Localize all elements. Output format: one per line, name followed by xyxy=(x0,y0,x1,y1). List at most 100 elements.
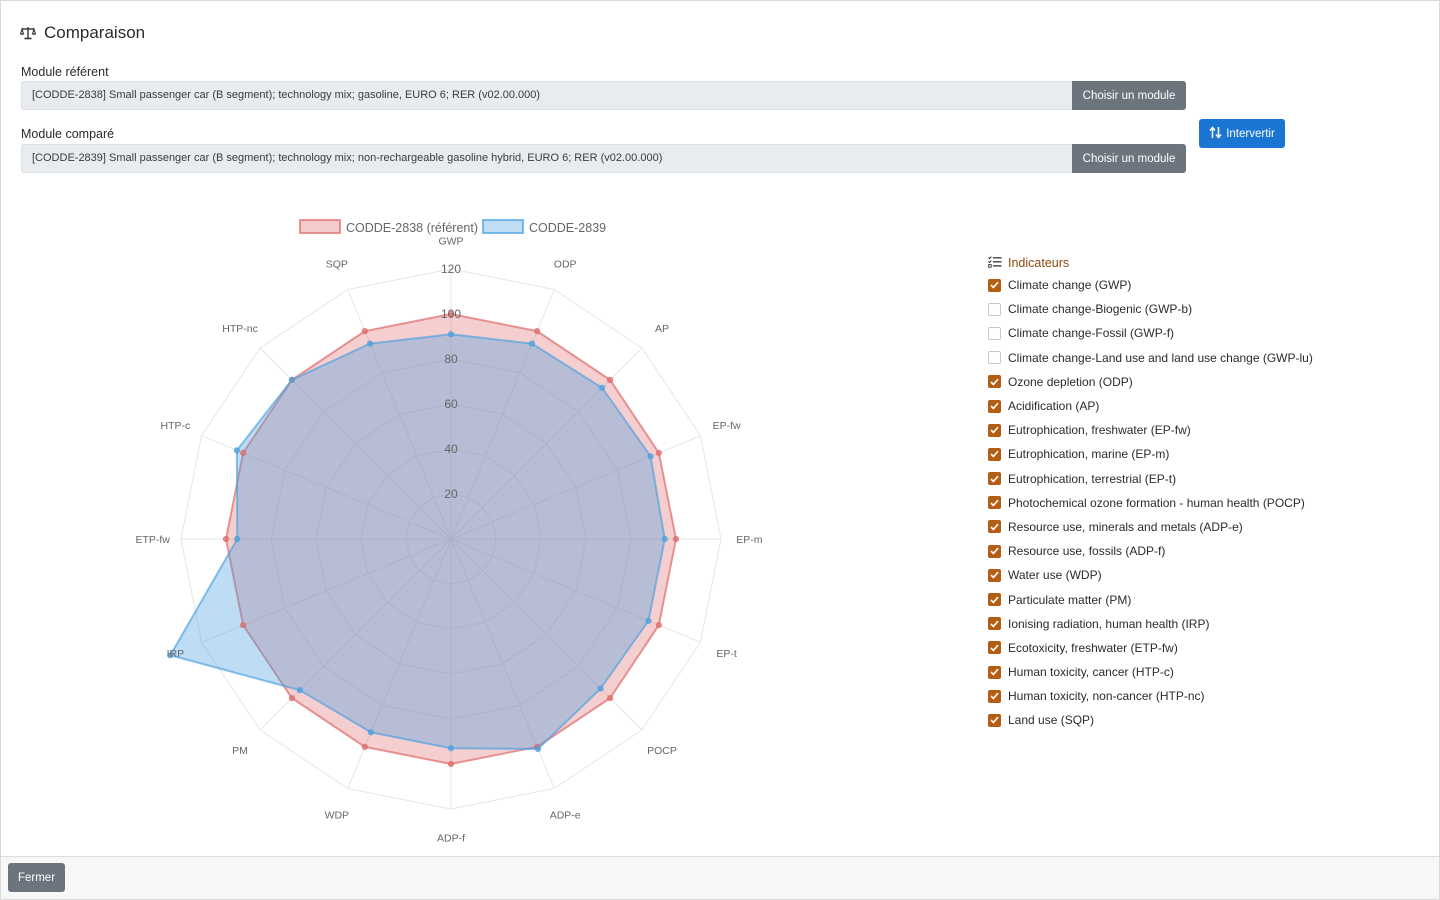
data-point xyxy=(672,535,680,543)
data-point xyxy=(361,328,368,335)
indicator-label: Climate change-Fossil (GWP-f) xyxy=(1008,326,1175,341)
checkmark-icon xyxy=(990,378,999,386)
indicator-checkbox[interactable] xyxy=(988,593,1001,607)
indicator-item[interactable]: Human toxicity, non-cancer (HTP-nc) xyxy=(988,684,1418,708)
indicator-label: Ionising radiation, human health (IRP) xyxy=(1008,616,1210,631)
indicator-checkbox[interactable] xyxy=(988,617,1001,631)
checkmark-icon xyxy=(990,692,999,700)
data-point xyxy=(645,617,652,624)
indicator-label: Water use (WDP) xyxy=(1008,568,1102,583)
radial-tick-label: 100 xyxy=(441,307,461,321)
indicators-header: Indicateurs xyxy=(988,255,1418,271)
indicator-item[interactable]: Acidification (AP) xyxy=(988,394,1418,418)
indicator-label: Eutrophication, freshwater (EP-fw) xyxy=(1008,423,1191,438)
indicators-title: Indicateurs xyxy=(1008,256,1070,270)
indicator-item[interactable]: Climate change-Land use and land use cha… xyxy=(988,346,1418,370)
choose-reference-module-button[interactable]: Choisir un module xyxy=(1072,81,1186,110)
indicator-item[interactable]: Ionising radiation, human health (IRP) xyxy=(988,612,1418,636)
indicator-label: Photochemical ozone formation - human he… xyxy=(1008,495,1305,510)
indicator-checkbox[interactable] xyxy=(988,302,1001,316)
indicator-checkbox[interactable] xyxy=(988,472,1001,486)
indicator-item[interactable]: Eutrophication, terrestrial (EP-t) xyxy=(988,467,1418,491)
swap-modules-button[interactable]: Intervertir xyxy=(1199,119,1285,148)
indicator-label: Human toxicity, non-cancer (HTP-nc) xyxy=(1008,689,1205,704)
indicator-item[interactable]: Ozone depletion (ODP) xyxy=(988,370,1418,394)
indicator-item[interactable]: Climate change-Biogenic (GWP-b) xyxy=(988,297,1418,321)
data-point xyxy=(447,310,455,318)
indicator-checkbox[interactable] xyxy=(988,278,1001,292)
indicator-item[interactable]: Ecotoxicity, freshwater (ETP-fw) xyxy=(988,636,1418,660)
radial-tick-label: 60 xyxy=(444,397,458,411)
category-label: ETP-fw xyxy=(135,534,170,546)
indicator-item[interactable]: Land use (SQP) xyxy=(988,708,1418,732)
compared-module-label: Module comparé xyxy=(21,127,115,141)
reference-module-input[interactable]: [CODDE-2838] Small passenger car (B segm… xyxy=(21,81,1072,110)
category-label: HTP-nc xyxy=(222,323,258,335)
indicator-checkbox[interactable] xyxy=(988,520,1001,534)
indicator-checkbox[interactable] xyxy=(988,375,1001,389)
indicator-checkbox[interactable] xyxy=(988,399,1001,413)
legend-swatch xyxy=(482,219,524,234)
indicator-checkbox[interactable] xyxy=(988,496,1001,510)
indicator-item[interactable]: Resource use, fossils (ADP-f) xyxy=(988,539,1418,563)
indicator-checkbox[interactable] xyxy=(988,689,1001,703)
indicator-label: Climate change-Biogenic (GWP-b) xyxy=(1008,302,1193,317)
indicator-label: Ozone depletion (ODP) xyxy=(1008,374,1133,389)
legend-label: CODDE-2839 xyxy=(529,221,606,235)
data-point xyxy=(222,535,230,543)
checkmark-icon xyxy=(990,717,999,725)
data-point xyxy=(606,376,614,384)
indicator-checkbox[interactable] xyxy=(988,713,1001,727)
category-label: HTP-c xyxy=(160,420,190,432)
indicator-checkbox[interactable] xyxy=(988,641,1001,655)
compared-module-input[interactable]: [CODDE-2839] Small passenger car (B segm… xyxy=(21,144,1072,173)
data-point xyxy=(167,652,174,659)
data-point xyxy=(655,449,662,456)
indicator-checkbox[interactable] xyxy=(988,665,1001,679)
indicator-item[interactable]: Water use (WDP) xyxy=(988,563,1418,587)
category-label: PM xyxy=(232,745,248,757)
indicator-item[interactable]: Eutrophication, marine (EP-m) xyxy=(988,442,1418,466)
data-point xyxy=(599,384,606,391)
indicator-checkbox[interactable] xyxy=(988,447,1001,461)
indicator-item[interactable]: Eutrophication, freshwater (EP-fw) xyxy=(988,418,1418,442)
indicator-item[interactable]: Climate change (GWP) xyxy=(988,273,1418,297)
data-point xyxy=(528,340,536,347)
category-label: EP-fw xyxy=(713,420,741,432)
category-label: ADP-f xyxy=(437,832,465,844)
indicator-label: Human toxicity, cancer (HTP-c) xyxy=(1008,665,1174,680)
checkmark-icon xyxy=(990,451,999,458)
choose-compared-module-button[interactable]: Choisir un module xyxy=(1072,144,1186,173)
category-label: POCP xyxy=(647,745,677,757)
modal-title: Comparaison xyxy=(20,20,145,46)
indicator-item[interactable]: Resource use, minerals and metals (ADP-e… xyxy=(988,515,1418,539)
indicator-checkbox[interactable] xyxy=(988,568,1001,582)
indicator-checkbox[interactable] xyxy=(988,326,1001,340)
checkmark-icon xyxy=(990,547,999,555)
data-point xyxy=(655,622,662,629)
indicator-checkbox[interactable] xyxy=(988,423,1001,437)
swap-arrows-icon xyxy=(1209,125,1222,142)
swap-button-label: Intervertir xyxy=(1226,127,1275,140)
indicator-checkbox[interactable] xyxy=(988,351,1001,365)
indicator-label: Acidification (AP) xyxy=(1008,399,1100,414)
checkmark-icon xyxy=(990,281,999,289)
indicator-item[interactable]: Climate change-Fossil (GWP-f) xyxy=(988,321,1418,345)
radar-chart-container: CODDE-2838 (référent) CODDE-2839 20 40 60 80 1… xyxy=(120,205,780,845)
data-point xyxy=(447,760,455,768)
indicator-item[interactable]: Human toxicity, cancer (HTP-c) xyxy=(988,660,1418,684)
category-label: AP xyxy=(655,323,669,335)
data-point xyxy=(288,376,296,384)
indicator-item[interactable]: Particulate matter (PM) xyxy=(988,587,1418,611)
radial-tick-label: 80 xyxy=(444,352,458,366)
indicator-label: Land use (SQP) xyxy=(1008,713,1095,728)
indicator-checkbox[interactable] xyxy=(988,544,1001,558)
data-point xyxy=(240,622,247,629)
close-button[interactable]: Fermer xyxy=(8,863,65,892)
indicators-panel: Indicateurs Climate change (GWP) Climate … xyxy=(988,255,1418,733)
series-area xyxy=(168,333,666,750)
category-label: ODP xyxy=(554,258,577,270)
indicators-list: Climate change (GWP) Climate change-Bioge… xyxy=(988,273,1418,733)
data-point xyxy=(606,694,614,702)
indicator-item[interactable]: Photochemical ozone formation - human he… xyxy=(988,491,1418,515)
